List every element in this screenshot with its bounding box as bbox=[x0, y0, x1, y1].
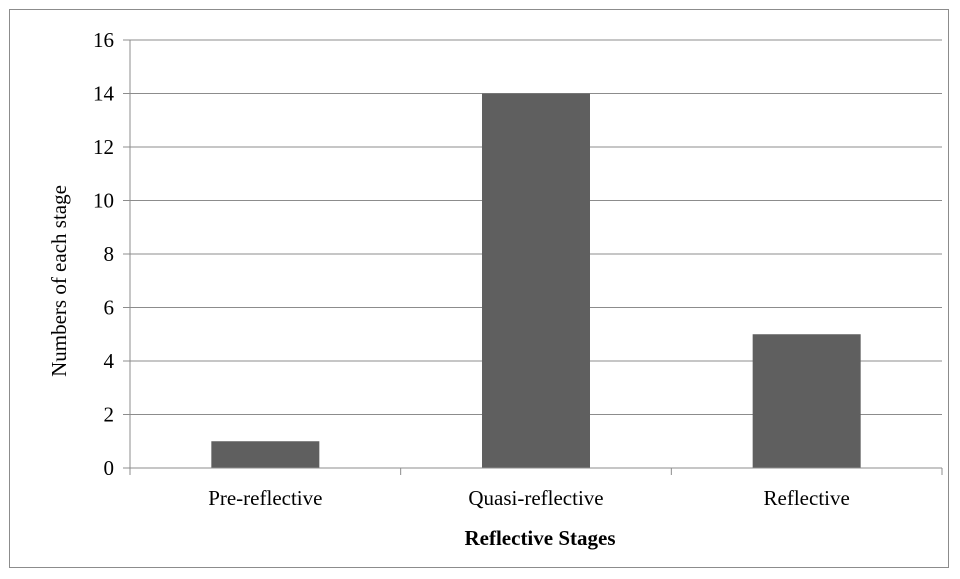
y-tick-label: 12 bbox=[93, 135, 114, 159]
x-tick-label: Quasi-reflective bbox=[468, 486, 603, 510]
y-tick-label: 10 bbox=[93, 189, 114, 213]
y-tick-labels: 0 2 4 6 8 10 12 14 16 bbox=[93, 28, 115, 480]
bar-quasi-reflective bbox=[482, 93, 590, 468]
chart-frame bbox=[9, 9, 949, 568]
x-tick-label: Pre-reflective bbox=[208, 486, 322, 510]
bar-pre-reflective bbox=[211, 441, 320, 468]
y-tick-label: 4 bbox=[104, 349, 115, 373]
y-tick-label: 16 bbox=[93, 28, 114, 52]
bar-reflective bbox=[752, 334, 861, 468]
bars bbox=[211, 93, 861, 468]
y-tick-label: 8 bbox=[104, 242, 115, 266]
y-tick-label: 6 bbox=[104, 296, 115, 320]
x-axis-title: Reflective Stages bbox=[464, 526, 615, 550]
axes bbox=[123, 39, 943, 475]
y-tick-label: 14 bbox=[93, 82, 115, 106]
y-tick-label: 0 bbox=[104, 456, 115, 480]
y-axis-title: Numbers of each stage bbox=[47, 185, 71, 377]
x-tick-labels: Pre-reflective Quasi-reflective Reflective bbox=[208, 486, 850, 510]
y-tick-label: 2 bbox=[104, 403, 115, 427]
x-tick-label: Reflective bbox=[764, 486, 850, 510]
